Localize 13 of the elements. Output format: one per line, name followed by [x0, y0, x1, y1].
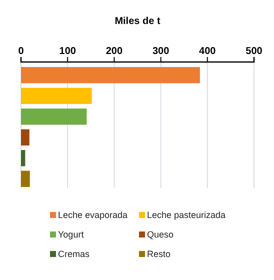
- x-tick-label: 0: [18, 46, 24, 57]
- legend-label: Leche pasteurizada: [147, 210, 226, 220]
- x-tick-label: 500: [246, 46, 263, 57]
- legend-label: Cremas: [58, 249, 90, 259]
- chart-title: Miles de t: [114, 16, 161, 27]
- x-tick-label: 400: [199, 46, 216, 57]
- legend-label: Resto: [147, 249, 171, 259]
- x-tick-label: 300: [152, 46, 170, 57]
- x-tick-label: 100: [59, 46, 76, 57]
- legend-label: Leche evaporada: [58, 210, 128, 220]
- x-tick-label: 200: [106, 46, 123, 57]
- legend-label: Queso: [147, 230, 174, 240]
- legend-label: Yogurt: [58, 230, 84, 240]
